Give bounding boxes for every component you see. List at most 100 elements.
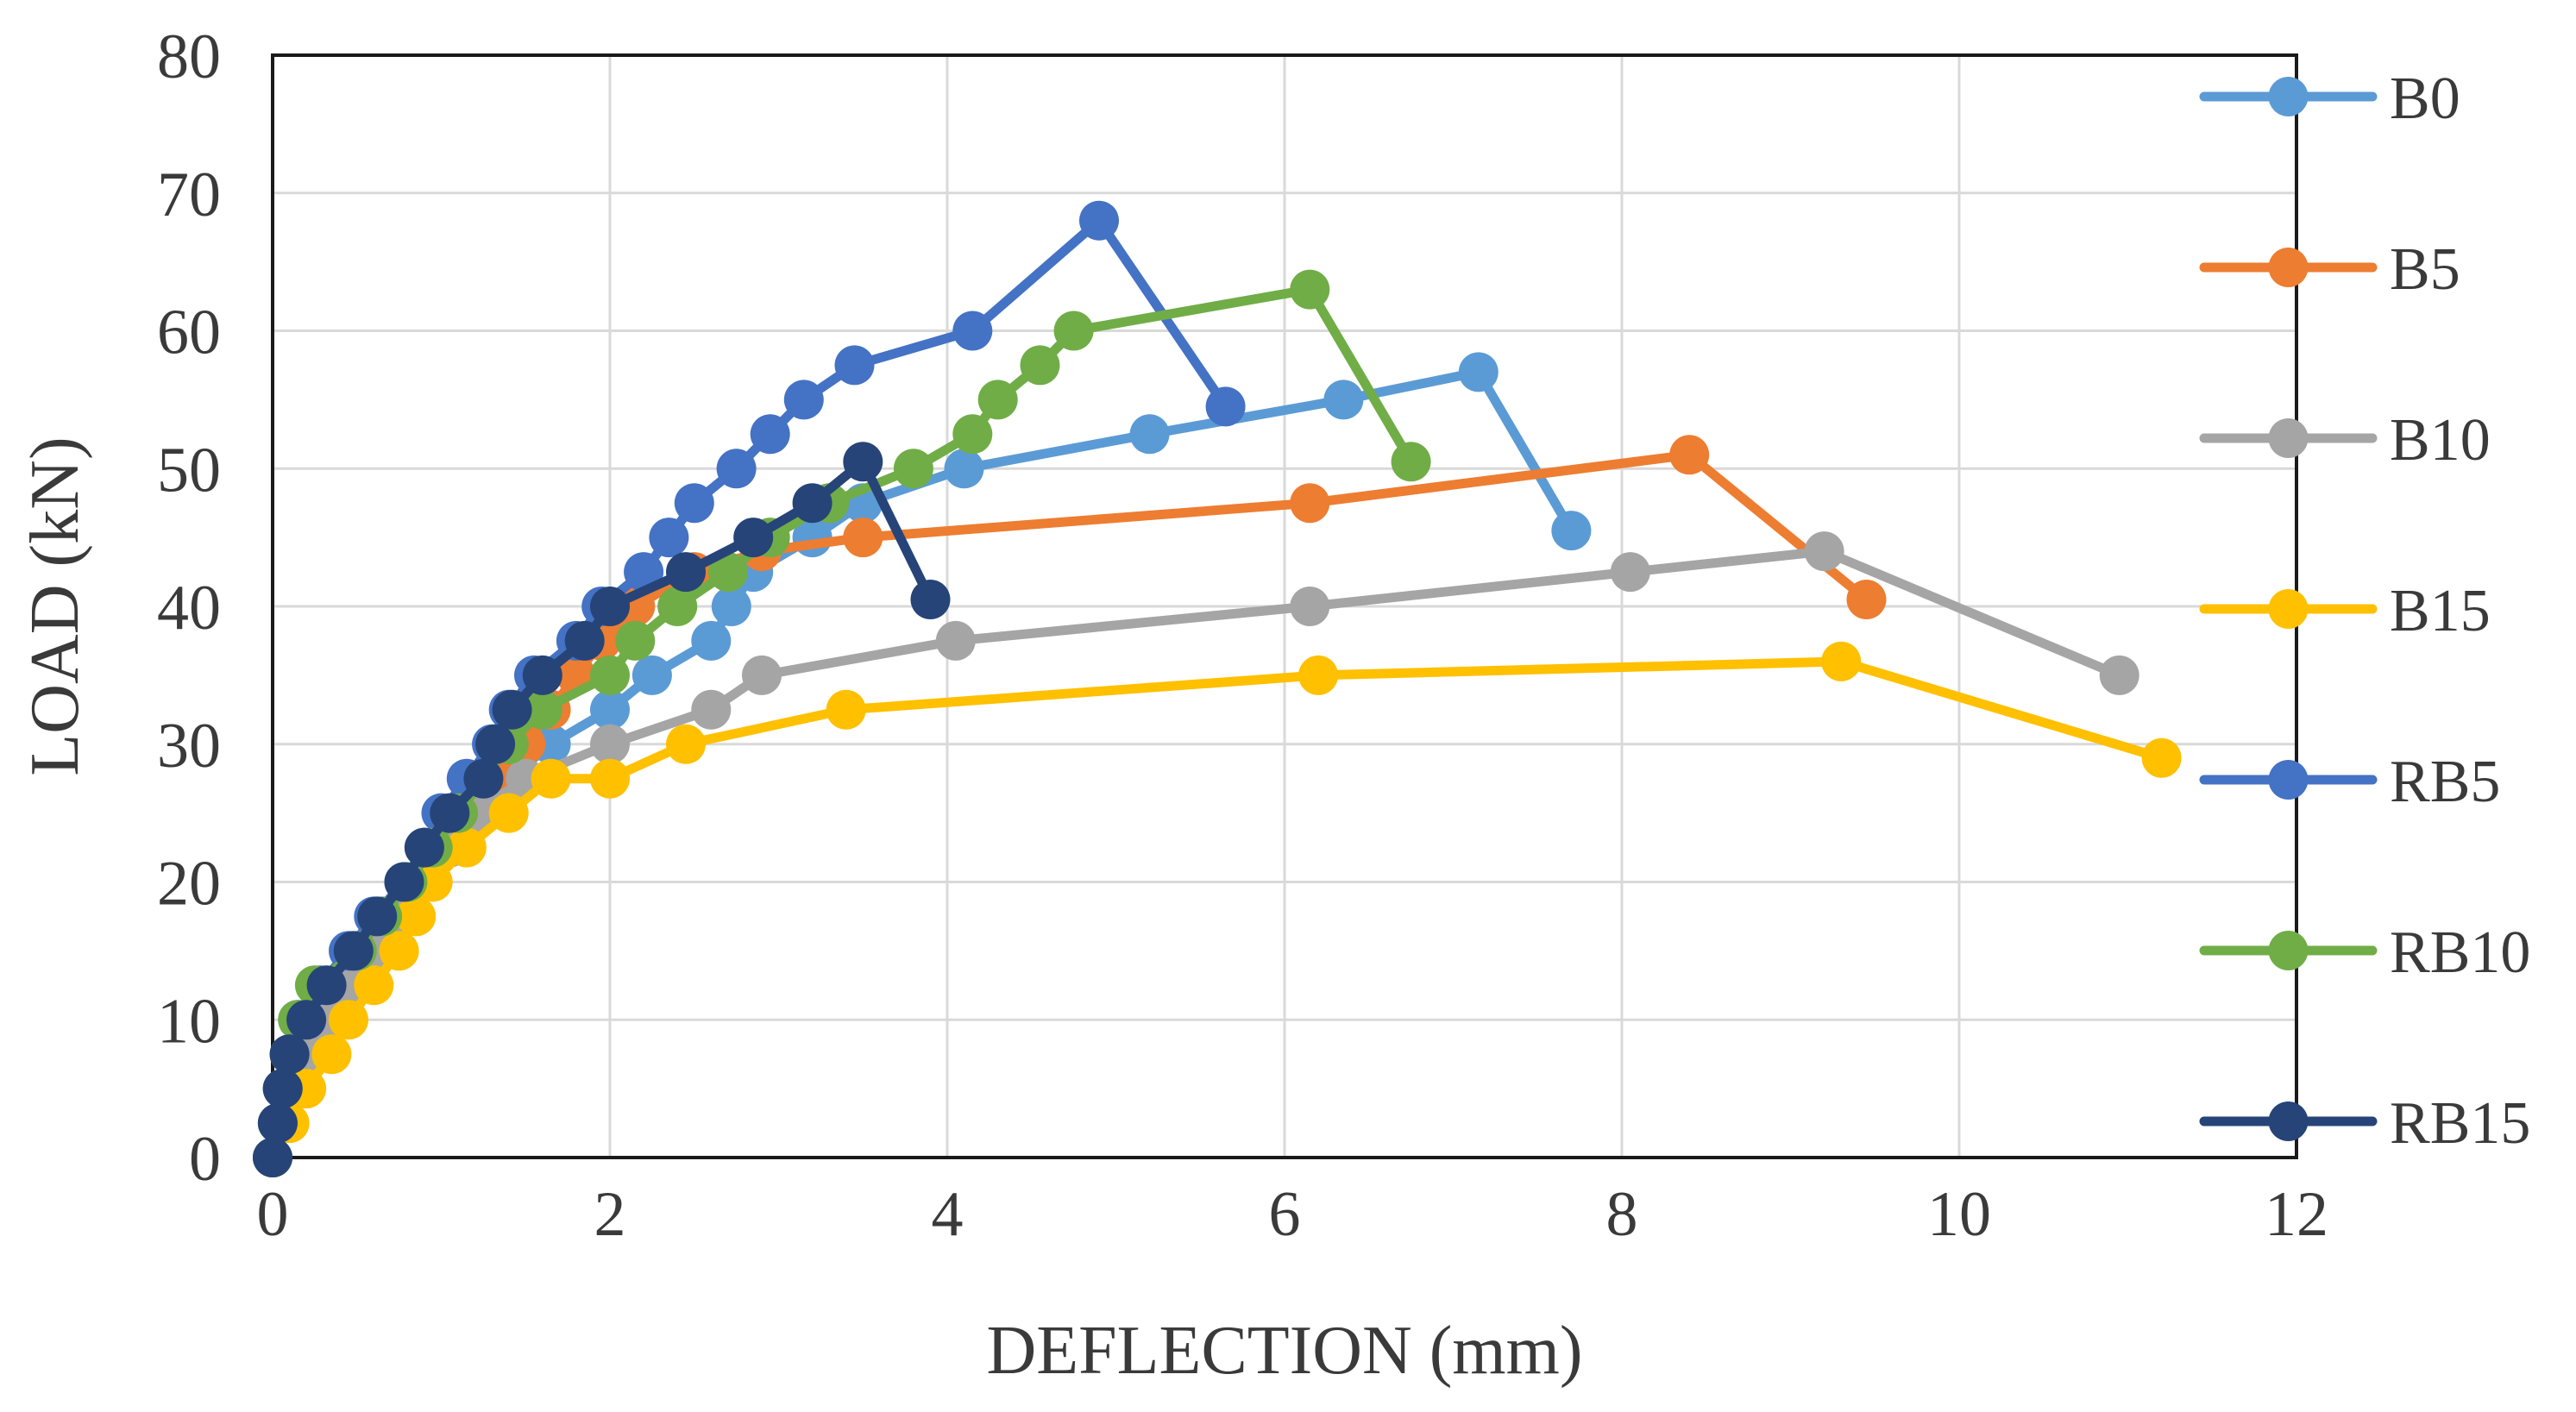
x-tick-label: 10 [1927, 1179, 1991, 1250]
data-point [649, 518, 689, 558]
data-point [711, 587, 751, 626]
data-point [1290, 587, 1330, 626]
data-point [2141, 737, 2182, 778]
data-point [590, 655, 630, 695]
data-point [590, 724, 630, 764]
data-point [1804, 531, 1844, 572]
data-point [783, 380, 824, 420]
data-point [522, 655, 562, 695]
data-point [262, 1069, 303, 1109]
data-point [1205, 386, 1246, 427]
data-point [1846, 580, 1887, 619]
data-point [834, 345, 875, 386]
data-point [615, 620, 656, 661]
data-point [707, 552, 748, 593]
data-point [843, 442, 883, 482]
legend-label: RB5 [2390, 749, 2500, 815]
data-point [733, 518, 774, 558]
data-point [666, 552, 706, 593]
legend-swatch-marker [2268, 589, 2309, 629]
x-tick-label: 0 [257, 1179, 289, 1250]
data-point [463, 758, 504, 799]
data-point [531, 758, 571, 799]
y-tick-label: 40 [157, 573, 221, 643]
y-tick-label: 80 [157, 22, 221, 92]
data-point [590, 758, 630, 799]
data-point [977, 380, 1018, 420]
legend-item-b10: B10 [2199, 407, 2491, 474]
y-tick-label: 60 [157, 298, 221, 368]
data-point [396, 896, 437, 937]
data-point [910, 580, 951, 619]
data-point [564, 620, 605, 661]
legend-item-b5: B5 [2199, 236, 2460, 303]
data-point [674, 483, 714, 524]
data-point [2099, 655, 2139, 695]
data-point [952, 311, 993, 351]
y-tick-label: 10 [157, 986, 221, 1057]
data-point [843, 518, 883, 558]
data-point [306, 965, 347, 1006]
y-tick-label: 20 [157, 849, 221, 919]
legend-label: B15 [2390, 578, 2491, 644]
data-point [893, 449, 933, 489]
y-axis-title: LOAD (kN) [17, 436, 93, 775]
legend-swatch-marker [2268, 760, 2309, 800]
data-point [357, 896, 398, 937]
data-point [1020, 345, 1060, 386]
data-point [475, 724, 516, 764]
data-point [750, 414, 790, 455]
x-axis-title: DEFLECTION (mm) [986, 1313, 1582, 1389]
legend-swatch-marker [2268, 77, 2309, 116]
y-tick-label: 50 [157, 435, 221, 505]
data-point [379, 931, 419, 971]
data-point [1551, 511, 1592, 551]
data-point [333, 931, 374, 971]
legend-label: B10 [2390, 407, 2491, 474]
data-point [826, 689, 866, 730]
data-point [1129, 414, 1170, 455]
series-layer [253, 200, 2182, 1177]
data-point [269, 1034, 310, 1075]
legend-swatch-marker [2268, 418, 2309, 458]
data-point [446, 827, 487, 868]
data-point [1610, 552, 1650, 593]
data-point [1290, 269, 1330, 310]
x-tick-label: 4 [932, 1179, 964, 1250]
data-point [257, 1103, 298, 1144]
data-point [1391, 442, 1431, 482]
data-point [329, 1000, 368, 1040]
data-point [384, 862, 424, 902]
data-point [1053, 311, 1094, 351]
data-point [952, 414, 993, 455]
data-point [1290, 483, 1330, 524]
legend-label: RB15 [2390, 1090, 2530, 1157]
data-point [253, 1138, 292, 1177]
series-rb15 [253, 442, 951, 1177]
legend-item-b0: B0 [2199, 66, 2460, 132]
y-tick-label: 30 [157, 711, 221, 781]
data-point [311, 1034, 352, 1075]
legend: B0 B5 B10 B15 RB5 RB10 RB15 [2199, 66, 2530, 1157]
x-tick-label: 6 [1269, 1179, 1301, 1250]
data-point [1298, 655, 1339, 695]
data-point [430, 793, 470, 833]
legend-swatch-marker [2268, 1101, 2309, 1141]
data-point [691, 689, 732, 730]
data-point [354, 965, 394, 1006]
data-point [691, 620, 732, 661]
data-point [590, 689, 630, 730]
data-point [944, 449, 984, 489]
legend-item-rb5: RB5 [2199, 749, 2500, 815]
legend-swatch-marker [2268, 248, 2309, 287]
data-point [488, 793, 529, 833]
data-point [657, 587, 698, 626]
data-point [1458, 352, 1498, 392]
legend-label: B0 [2390, 66, 2460, 132]
data-point [631, 655, 672, 695]
data-point [666, 724, 706, 764]
legend-label: RB10 [2390, 919, 2530, 986]
data-point [1079, 200, 1119, 241]
